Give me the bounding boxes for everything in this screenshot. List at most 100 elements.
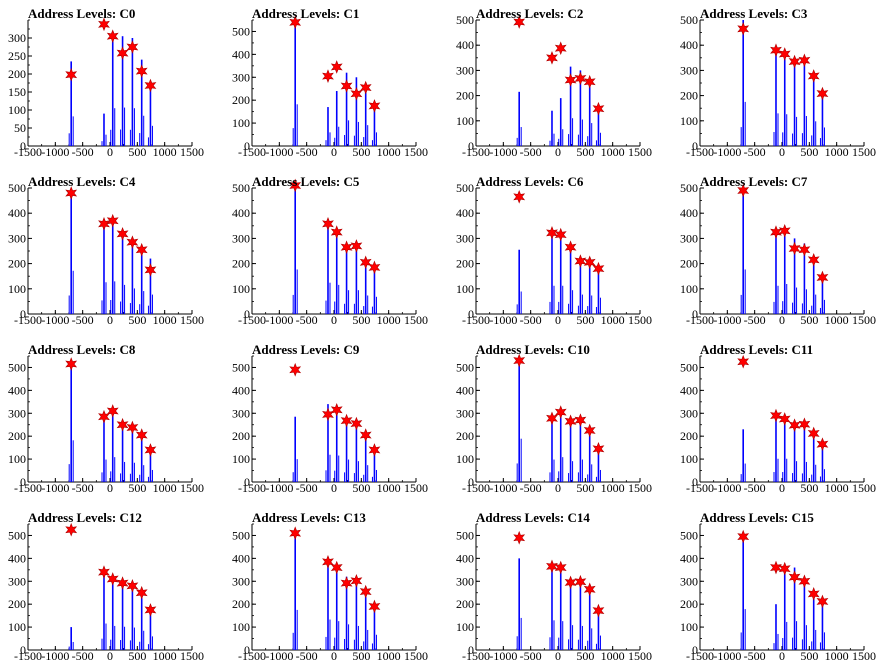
peak-marker-star-icon <box>583 582 596 597</box>
peak-marker-star-icon <box>144 78 157 93</box>
peak-marker-star-icon <box>340 576 353 590</box>
y-tick-label: 200 <box>680 89 698 103</box>
x-tick-label: -500 <box>72 145 94 159</box>
peak-marker-star-icon <box>554 227 567 242</box>
x-tick-label: 1000 <box>825 145 849 159</box>
x-tick-label: 500 <box>800 145 818 159</box>
peak-marker-star-icon <box>583 74 596 89</box>
peak-marker-star-icon <box>592 603 605 618</box>
x-tick-label: -1500 <box>462 313 490 327</box>
peak-marker-star-icon <box>368 599 381 614</box>
y-tick-label: 300 <box>8 574 26 588</box>
y-tick-label: 150 <box>8 85 26 99</box>
y-tick-label: 300 <box>8 31 26 45</box>
x-tick-label: 0 <box>555 481 561 495</box>
x-tick-label: -1500 <box>462 649 490 663</box>
peak-marker-star-icon <box>564 73 577 87</box>
x-tick-label: 1500 <box>852 481 876 495</box>
peak-marker-star-icon <box>135 585 148 600</box>
peak-marker-star-icon <box>116 417 129 432</box>
x-tick-label: 0 <box>779 649 785 663</box>
peak-marker-star-icon <box>98 409 110 424</box>
y-tick-label: 500 <box>8 528 26 542</box>
x-tick-label: 1500 <box>852 145 876 159</box>
x-tick-label: 1000 <box>825 481 849 495</box>
peak-marker-star-icon <box>513 15 526 29</box>
x-tick-label: -500 <box>520 145 542 159</box>
x-tick-label: 1500 <box>852 313 876 327</box>
x-tick-label: -1500 <box>238 481 266 495</box>
peak-marker-star-icon <box>98 565 110 579</box>
x-tick-label: 1500 <box>404 145 428 159</box>
peak-marker-star-icon <box>368 443 381 457</box>
peak-marker-star-icon <box>737 529 750 544</box>
peak-marker-star-icon <box>807 252 820 267</box>
y-tick-label: 500 <box>456 13 474 27</box>
peak-marker-star-icon <box>546 50 558 65</box>
x-tick-label: 0 <box>779 145 785 159</box>
x-tick-label: 0 <box>107 313 113 327</box>
histogram-panel-c14: -1500 -1000 -500 0 500 1000 1500 0 100 200 300 400 5… <box>448 504 672 672</box>
y-tick-label: 400 <box>456 206 474 220</box>
x-tick-label: 0 <box>555 313 561 327</box>
x-tick-label: 500 <box>576 481 594 495</box>
peak-marker-star-icon <box>546 226 558 240</box>
panel-title: Address Levels: C15 <box>700 510 814 525</box>
peak-marker-star-icon <box>340 79 353 93</box>
y-tick-label: 400 <box>456 38 474 52</box>
y-tick-label: 0 <box>244 475 250 489</box>
x-tick-label: -1500 <box>462 145 490 159</box>
y-tick-label: 400 <box>232 383 250 397</box>
y-tick-label: 400 <box>8 551 26 565</box>
y-tick-label: 200 <box>680 429 698 443</box>
peak-marker-star-icon <box>116 576 129 590</box>
peak-marker-star-icon <box>65 186 78 200</box>
y-tick-label: 300 <box>456 574 474 588</box>
peak-marker-star-icon <box>737 183 750 198</box>
peak-marker-star-icon <box>798 417 811 432</box>
x-tick-label: 1000 <box>825 313 849 327</box>
x-tick-label: 500 <box>128 313 146 327</box>
y-tick-label: 200 <box>232 429 250 443</box>
peak-marker-star-icon <box>807 426 820 441</box>
y-tick-label: 100 <box>232 452 250 466</box>
histogram-panel-c10: -1500 -1000 -500 0 500 1000 1500 0 100 200 300 400 5… <box>448 336 672 504</box>
histogram-plot: -1500 -1000 -500 0 500 1000 1500 0 100 200 300 400 5… <box>8 355 204 495</box>
panel-title: Address Levels: C5 <box>252 174 360 189</box>
peak-marker-star-icon <box>564 414 577 429</box>
panel-title: Address Levels: C7 <box>700 174 808 189</box>
panel-title: Address Levels: C12 <box>28 510 142 525</box>
histogram-plot: -1500 -1000 -500 0 500 1000 1500 0 100 200 300 400 5… <box>8 181 204 327</box>
y-tick-label: 0 <box>244 643 250 657</box>
peak-marker-star-icon <box>135 242 148 257</box>
peak-marker-star-icon <box>289 15 302 30</box>
y-tick-label: 300 <box>680 231 698 245</box>
x-tick-label: 1500 <box>628 481 652 495</box>
peak-marker-star-icon <box>330 403 343 417</box>
y-tick-label: 100 <box>456 452 474 466</box>
y-tick-label: 300 <box>680 63 698 77</box>
histogram-panel-c0: -1500 -1000 -500 0 500 1000 1500 0 50 100 150 200 25… <box>0 0 224 168</box>
y-tick-label: 100 <box>680 282 698 296</box>
peak-marker-star-icon <box>126 420 139 435</box>
y-tick-label: 0 <box>244 307 250 321</box>
y-tick-label: 100 <box>232 116 250 130</box>
x-tick-label: -1000 <box>489 145 517 159</box>
x-tick-label: -1000 <box>713 145 741 159</box>
x-tick-label: -1000 <box>265 145 293 159</box>
peak-marker-star-icon <box>106 572 119 586</box>
peak-marker-star-icon <box>778 224 791 238</box>
peak-marker-star-icon <box>322 69 334 83</box>
x-tick-label: -1500 <box>14 649 42 663</box>
y-tick-label: 300 <box>8 406 26 420</box>
x-tick-label: 500 <box>576 145 594 159</box>
histogram-panel-c9: -1500 -1000 -500 0 500 1000 1500 0 100 200 300 400 5… <box>224 336 448 504</box>
peak-marker-star-icon <box>106 29 119 44</box>
histogram-panel-c8: -1500 -1000 -500 0 500 1000 1500 0 100 200 300 400 5… <box>0 336 224 504</box>
histogram-panel-c1: -1500 -1000 -500 0 500 1000 1500 0 100 200 300 400 5… <box>224 0 448 168</box>
peak-marker-star-icon <box>368 99 381 113</box>
y-tick-label: 200 <box>8 257 26 271</box>
peak-marker-star-icon <box>546 559 558 574</box>
peak-marker-star-icon <box>798 53 811 68</box>
y-tick-label: 0 <box>468 643 474 657</box>
